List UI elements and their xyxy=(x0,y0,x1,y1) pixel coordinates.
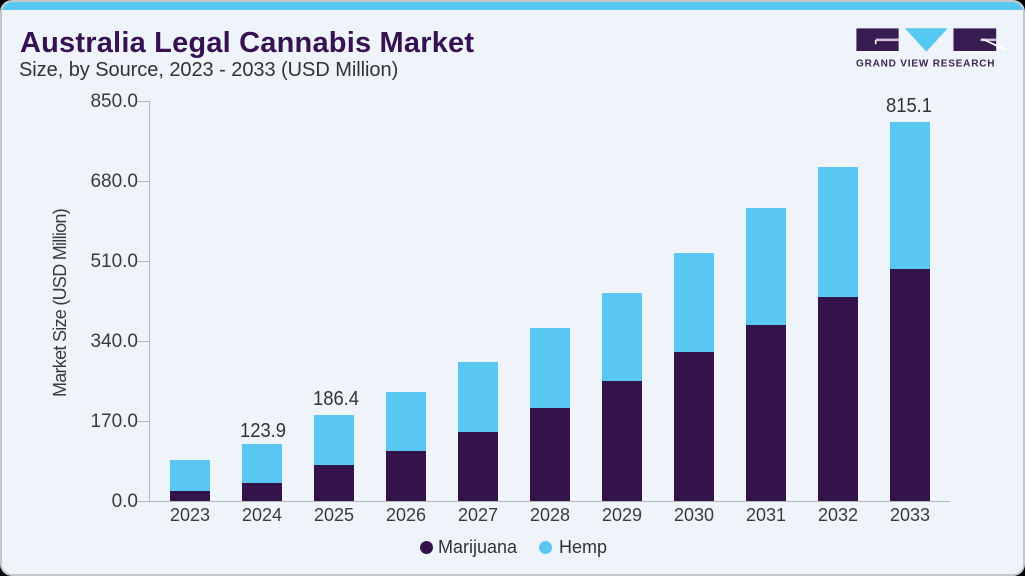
svg-text:GRAND VIEW RESEARCH: GRAND VIEW RESEARCH xyxy=(856,59,995,70)
